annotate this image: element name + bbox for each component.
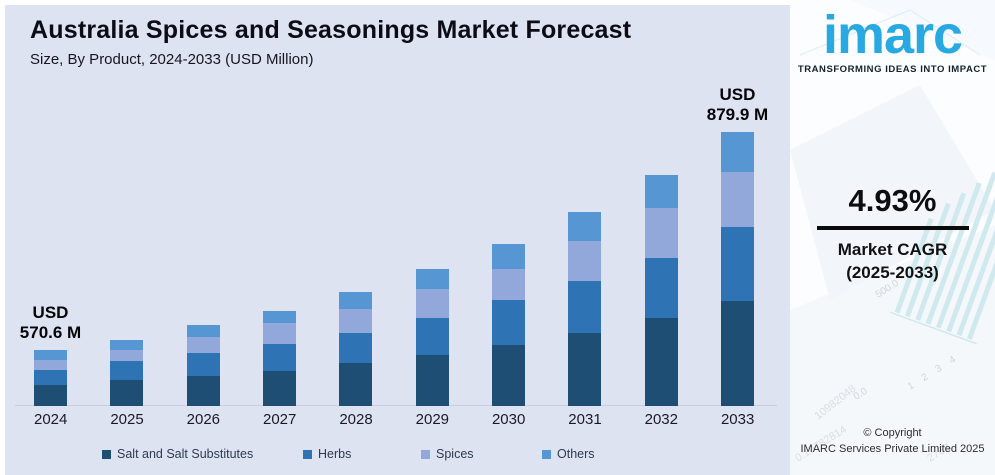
cagr-label: Market CAGR bbox=[837, 240, 948, 259]
segment-others-2026 bbox=[186, 325, 220, 337]
x-tick-2030: 2030 bbox=[491, 411, 526, 428]
bar-2031 bbox=[568, 212, 602, 406]
bar-2026 bbox=[186, 325, 220, 406]
segment-others-2028 bbox=[339, 292, 373, 309]
copyright-label: © Copyright bbox=[863, 427, 922, 439]
segment-herbs-2030 bbox=[491, 300, 525, 345]
segment-spices-2027 bbox=[262, 322, 296, 344]
value-label-2024: USD 570.6 M bbox=[19, 302, 82, 342]
segment-salt-and-salt-substitutes-2030 bbox=[491, 345, 525, 406]
segment-herbs-2032 bbox=[644, 258, 678, 318]
legend-label-others: Others bbox=[557, 447, 595, 461]
value-label-2033: USD 879.9 M bbox=[706, 84, 769, 124]
segment-herbs-2028 bbox=[339, 332, 373, 363]
copyright-company: IMARC Services Private Limited 2025 bbox=[800, 442, 985, 455]
segment-herbs-2027 bbox=[262, 344, 296, 371]
imarc-logo-wordmark: imarc bbox=[822, 5, 963, 65]
legend-item-herbs: Herbs bbox=[303, 447, 351, 461]
segment-spices-2030 bbox=[491, 268, 525, 300]
legend-item-salt: Salt and Salt Substitutes bbox=[102, 447, 253, 461]
x-tick-2028: 2028 bbox=[339, 411, 373, 428]
segment-salt-and-salt-substitutes-2026 bbox=[186, 376, 220, 406]
decor-mini-bar-chart bbox=[889, 140, 995, 345]
legend-label-herbs: Herbs bbox=[318, 447, 352, 461]
x-tick-2033: 2033 bbox=[720, 411, 755, 428]
x-tick-2032: 2032 bbox=[644, 411, 678, 428]
side-panel: 500.0 0.0 1 2 3 4 10982048 0.10782814 27… bbox=[790, 0, 995, 475]
segment-spices-2024 bbox=[34, 359, 67, 370]
bar-2033: USD 879.9 M bbox=[707, 85, 768, 406]
segment-herbs-2024 bbox=[34, 369, 67, 385]
cagr-divider bbox=[816, 226, 969, 230]
bar-2032 bbox=[644, 175, 678, 406]
imarc-logo-tagline: TRANSFORMING IDEAS INTO IMPACT bbox=[797, 64, 988, 75]
chart-subtitle: Size, By Product, 2024-2033 (USD Million… bbox=[30, 51, 314, 68]
segment-salt-and-salt-substitutes-2027 bbox=[262, 370, 296, 406]
bar-2027 bbox=[262, 310, 296, 406]
segment-others-2033 bbox=[720, 131, 754, 172]
segment-salt-and-salt-substitutes-2033 bbox=[720, 301, 754, 406]
legend-label-spices: Spices bbox=[436, 447, 474, 461]
segment-others-2032 bbox=[644, 175, 678, 208]
legend-swatch-herbs bbox=[303, 449, 312, 459]
segment-others-2029 bbox=[415, 269, 449, 289]
copyright: © Copyright IMARC Services Private Limit… bbox=[790, 426, 995, 458]
x-tick-2026: 2026 bbox=[186, 411, 221, 428]
imarc-logo: imarc TRANSFORMING IDEAS INTO IMPACT bbox=[790, 8, 995, 75]
bar-2028 bbox=[339, 292, 373, 406]
x-axis-line bbox=[15, 405, 777, 406]
bar-2030 bbox=[491, 244, 525, 406]
segment-others-2031 bbox=[568, 212, 602, 241]
side-panel-decoration: 500.0 0.0 1 2 3 4 10982048 0.10782814 27… bbox=[790, 0, 995, 475]
cagr-period: (2025-2033) bbox=[846, 262, 939, 282]
segment-herbs-2026 bbox=[186, 353, 220, 376]
cagr-block: 4.93% Market CAGR (2025-2033) bbox=[790, 183, 995, 285]
legend-label-salt: Salt and Salt Substitutes bbox=[117, 447, 254, 461]
segment-salt-and-salt-substitutes-2025 bbox=[110, 380, 144, 406]
segment-spices-2025 bbox=[110, 349, 144, 361]
segment-salt-and-salt-substitutes-2028 bbox=[339, 362, 373, 406]
segment-herbs-2033 bbox=[720, 227, 754, 301]
segment-spices-2031 bbox=[568, 240, 602, 281]
legend: Salt and Salt Substitutes Herbs Spices O… bbox=[5, 447, 790, 469]
segment-spices-2028 bbox=[339, 308, 373, 333]
bar-2024: USD 570.6 M bbox=[20, 303, 81, 406]
segment-herbs-2025 bbox=[110, 361, 144, 380]
legend-item-others: Others bbox=[542, 447, 595, 461]
bar-2029 bbox=[415, 269, 449, 406]
legend-item-spices: Spices bbox=[421, 447, 474, 461]
x-tick-2031: 2031 bbox=[568, 411, 602, 428]
segment-salt-and-salt-substitutes-2032 bbox=[644, 317, 678, 406]
legend-swatch-salt bbox=[102, 449, 111, 459]
x-axis-tick-labels: 2024 2025 2026 2027 2028 2029 2030 2031 2032 2033 bbox=[34, 411, 754, 428]
segment-salt-and-salt-substitutes-2029 bbox=[415, 354, 449, 406]
segment-salt-and-salt-substitutes-2031 bbox=[568, 332, 602, 406]
segment-spices-2032 bbox=[644, 207, 678, 258]
segment-others-2030 bbox=[491, 244, 525, 269]
chart-title: Australia Spices and Seasonings Market F… bbox=[30, 16, 632, 44]
plot-area: USD 570.6 M USD 879.9 M bbox=[20, 85, 768, 406]
segment-herbs-2031 bbox=[568, 281, 602, 333]
chart-panel: Australia Spices and Seasonings Market F… bbox=[5, 5, 790, 475]
x-tick-2024: 2024 bbox=[34, 411, 68, 428]
segment-spices-2033 bbox=[720, 171, 754, 227]
segment-spices-2026 bbox=[186, 336, 220, 353]
x-tick-2029: 2029 bbox=[415, 411, 450, 428]
segment-salt-and-salt-substitutes-2024 bbox=[34, 384, 67, 406]
legend-swatch-spices bbox=[421, 449, 430, 459]
segment-spices-2029 bbox=[415, 288, 449, 318]
segment-others-2027 bbox=[262, 310, 296, 323]
segment-others-2024 bbox=[34, 349, 67, 360]
segment-herbs-2029 bbox=[415, 317, 449, 355]
segment-others-2025 bbox=[110, 340, 144, 350]
bar-2025 bbox=[110, 340, 144, 406]
x-tick-2025: 2025 bbox=[110, 411, 144, 428]
cagr-value: 4.93% bbox=[848, 183, 937, 218]
x-tick-2027: 2027 bbox=[262, 411, 297, 428]
legend-swatch-others bbox=[542, 449, 551, 459]
